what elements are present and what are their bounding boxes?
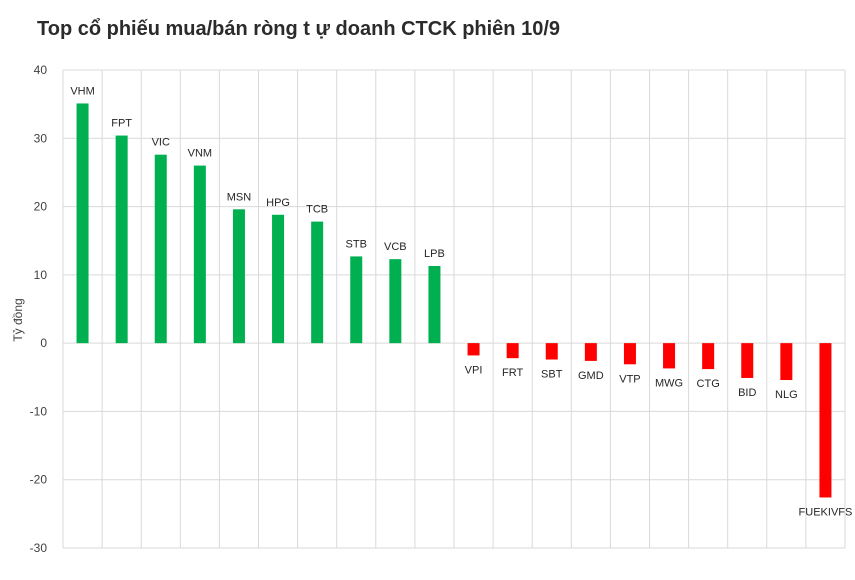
bars: [76, 103, 832, 498]
category-label: CTG: [697, 378, 720, 390]
y-tick-label: 30: [34, 131, 48, 145]
bar-vpi: [467, 343, 480, 356]
bar-bid: [741, 343, 754, 378]
y-axis-label: Tỷ đồng: [11, 298, 25, 341]
bar-vhm: [76, 103, 89, 344]
category-label: GMD: [578, 370, 604, 382]
category-label: MWG: [655, 377, 683, 389]
chart-title: Top cổ phiếu mua/bán ròng t ự doanh CTCK…: [37, 18, 561, 40]
category-label: VCB: [384, 241, 407, 253]
category-label: FPT: [111, 118, 132, 130]
category-label: VIC: [152, 137, 170, 149]
y-axis-ticks: 40 30 20 10 0 -10 -20 -30: [30, 63, 48, 555]
bar-vnm: [193, 165, 206, 344]
gridlines: [62, 69, 846, 549]
bar-vcb: [389, 259, 402, 344]
category-label: HPG: [266, 197, 290, 209]
category-label: VPI: [465, 364, 483, 376]
y-tick-label: 20: [34, 200, 48, 214]
y-tick-label: 10: [34, 268, 48, 282]
category-label: BID: [738, 387, 756, 399]
bar-stb: [350, 256, 363, 344]
bar-vic: [154, 154, 167, 344]
bar-fpt: [115, 135, 128, 344]
category-label: VHM: [70, 85, 94, 97]
bar-msn: [232, 209, 245, 344]
y-tick-label: -30: [30, 541, 48, 555]
y-tick-label: 40: [34, 63, 48, 77]
category-label: NLG: [775, 389, 798, 401]
bar-mwg: [663, 343, 676, 369]
category-label: LPB: [424, 248, 445, 260]
bar-frt: [506, 343, 519, 359]
bar-vtp: [623, 343, 636, 365]
category-label: VNM: [188, 148, 212, 160]
bar-lpb: [428, 265, 441, 344]
category-label: MSN: [227, 191, 252, 203]
bar-sbt: [545, 343, 558, 360]
bar-gmd: [584, 343, 597, 361]
bar-tcb: [311, 221, 324, 344]
category-label: VTP: [619, 373, 640, 385]
bar-hpg: [272, 214, 285, 344]
bar-nlg: [780, 343, 793, 381]
category-label: SBT: [541, 369, 563, 381]
bar-ctg: [702, 343, 715, 370]
category-label: STB: [346, 238, 367, 250]
y-tick-label: -20: [30, 473, 48, 487]
y-tick-label: -10: [30, 404, 48, 418]
bar-labels: VHM FPT VIC VNM MSN HPG TCB STB VCB LPB VPI FRT SBT G…: [70, 85, 852, 518]
category-label: TCB: [306, 204, 328, 216]
category-label: FRT: [502, 367, 523, 379]
y-tick-label: 0: [40, 336, 47, 350]
bar-fuekivfs: [819, 343, 832, 498]
category-label: FUEKIVFS: [799, 506, 853, 518]
